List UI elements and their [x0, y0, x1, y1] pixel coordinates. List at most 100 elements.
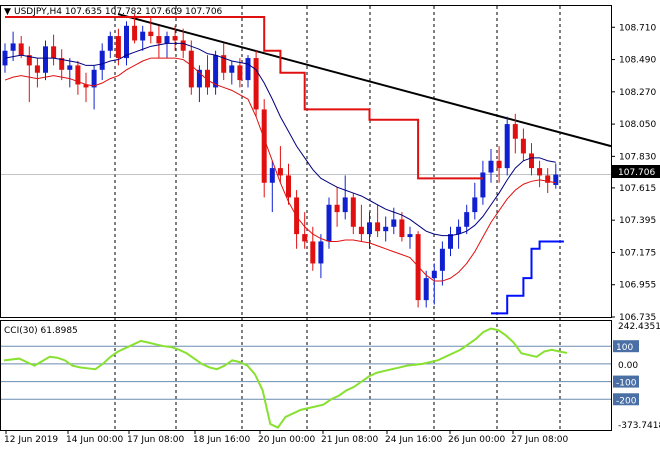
candle-bull [67, 65, 73, 70]
candle-bear [350, 197, 356, 227]
candle-bear [358, 226, 364, 235]
candle-bear [188, 50, 194, 88]
time-axis: 12 Jun 2019 14 Jun 00:00 17 Jun 08:00 18 Ju… [4, 430, 568, 445]
candle-bear [496, 160, 502, 169]
candle-bear [221, 55, 227, 73]
candle-bull [99, 50, 105, 70]
time-tick-label: 17 Jun 08:00 [127, 435, 184, 445]
candle-bull [342, 197, 348, 213]
candle-bull [326, 204, 332, 242]
candle-bear [115, 36, 121, 59]
candle-bull [91, 69, 97, 88]
candle-bull [10, 43, 16, 51]
trendline-layer [117, 13, 612, 148]
candle-bull [229, 65, 235, 73]
candle-bull [107, 36, 113, 51]
price-tick-label: 108.270 [619, 88, 656, 98]
candle-bear [83, 84, 89, 88]
candle-bull [480, 172, 486, 198]
candle-bear [34, 65, 40, 73]
main-frame [0, 5, 612, 318]
line-ma_fast [4, 42, 556, 237]
price-tick-label: 106.955 [619, 281, 656, 291]
candle-bull [456, 226, 462, 235]
line-supertrend_down [5, 16, 483, 180]
price-tick-label: 107.830 [619, 152, 656, 162]
symbol-dropdown-icon[interactable]: ▼ [4, 7, 11, 17]
cci-label: CCI(30) 61.8985 [4, 326, 78, 336]
candle-bear [286, 175, 291, 198]
candle-bull [407, 234, 413, 238]
candle-bull [196, 69, 202, 88]
candle-bull [472, 197, 478, 213]
candle-bear [59, 58, 65, 70]
price-tick-label: 107.395 [619, 216, 656, 226]
indicator-frame [0, 320, 612, 431]
price-tick-label: 107.175 [619, 248, 656, 258]
line-supertrend_up [491, 240, 564, 315]
cci-tick-label: 242.4351 [618, 322, 660, 332]
candle-bull [553, 174, 559, 185]
candle-bear [375, 222, 381, 232]
candle-bull [431, 270, 437, 279]
candle-bull [124, 25, 129, 59]
candle-bull [43, 46, 48, 73]
candle-bear [334, 204, 340, 213]
time-tick-label: 14 Jun 00:00 [66, 435, 123, 445]
price-tick-label: 107.615 [619, 184, 656, 194]
candle-bull [367, 222, 372, 235]
indicator-lines [4, 16, 564, 315]
line-ma_slow [4, 57, 556, 282]
cci-tick-label: -373.7418 [618, 421, 660, 431]
candle-bear [180, 40, 186, 51]
candle-bear [512, 124, 518, 139]
cci-level-tag [613, 375, 639, 388]
cci-tick-label: -200 [616, 396, 637, 406]
symbol-header: USDJPY,H4 107.635 107.782 107.609 107.70… [14, 7, 223, 17]
candle-bear [75, 65, 81, 85]
candle-bear [237, 65, 243, 81]
price-tick-label: 106.735 [619, 313, 656, 323]
candle-bull [464, 212, 470, 227]
price-axis: 108.710 108.490 108.270 108.050 107.830 107.6… [611, 23, 656, 323]
resistance-trendline [117, 13, 612, 148]
candle-bear [205, 69, 210, 88]
candle-bull [423, 278, 429, 301]
candle-bear [148, 31, 154, 37]
candle-bear [277, 168, 283, 176]
price-tick-label: 108.050 [619, 120, 656, 130]
candle-bull [164, 36, 170, 44]
candle-bear [253, 58, 259, 110]
cci-level-tag [613, 340, 639, 353]
current-price-label: 107.706 [618, 168, 655, 178]
price-tick-label: 108.490 [619, 56, 656, 66]
candle-bear [520, 138, 526, 154]
time-tick-label: 27 Jun 08:00 [511, 435, 568, 445]
candle-bear [26, 55, 32, 66]
time-tick-label: 12 Jun 2019 [4, 435, 58, 445]
candle-bull [318, 241, 324, 264]
candle-bull [439, 248, 445, 271]
candle-bear [132, 25, 138, 41]
candle-bull [383, 226, 389, 232]
candle-bear [545, 175, 551, 183]
candle-bear [529, 153, 534, 169]
candle-bull [504, 124, 510, 169]
candle-bull [140, 31, 146, 41]
candle-bull [488, 160, 494, 173]
candle-bull [391, 219, 397, 227]
current-price-tag [612, 165, 660, 178]
candle-bear [18, 43, 24, 56]
time-tick-label: 26 Jun 00:00 [448, 435, 505, 445]
candle-bear [261, 109, 267, 183]
candle-bear [156, 36, 162, 44]
candle-bull [448, 234, 453, 249]
cci-tick-label: 100 [616, 343, 633, 353]
candle-bull [245, 58, 251, 81]
cci-line [3, 327, 568, 429]
candle-bear [172, 36, 178, 41]
cci-axis: 242.4351 100 0.00 -100 -200 -373.7418 [613, 322, 660, 431]
candle-bear [537, 168, 543, 176]
